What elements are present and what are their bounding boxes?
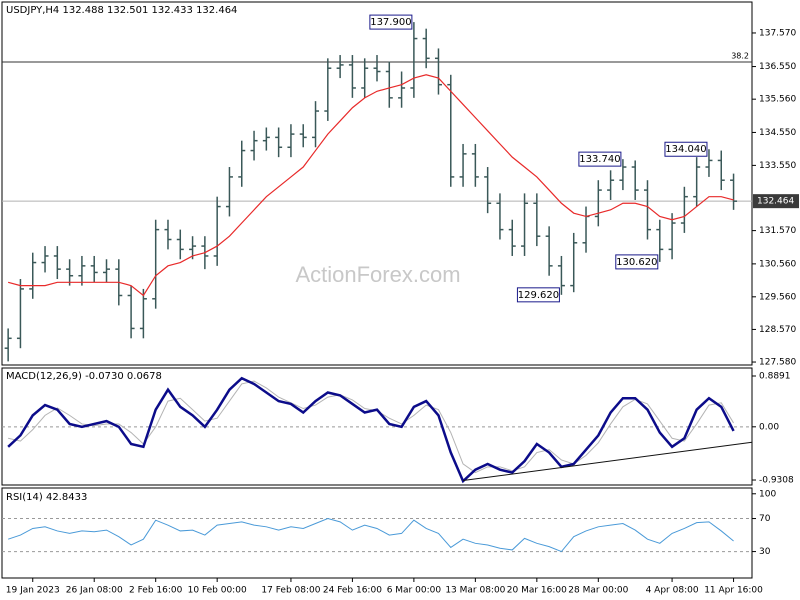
y-tick-label: 134.550 [759, 128, 796, 138]
last-price-label: 132.464 [757, 197, 794, 207]
y-tick-label: 127.580 [759, 358, 796, 368]
y-tick-label: 30 [759, 547, 771, 557]
watermark: ActionForex.com [295, 262, 460, 287]
series-line [8, 380, 734, 474]
x-tick-label: 17 Feb 08:00 [261, 586, 320, 596]
x-tick-label: 4 Apr 08:00 [646, 586, 699, 596]
y-tick-label: 130.560 [759, 259, 796, 269]
annotation-label: 137.900 [370, 17, 411, 28]
y-tick-label: 70 [759, 514, 771, 524]
x-tick-label: 6 Mar 00:00 [387, 586, 442, 596]
annotation-label: 129.620 [518, 290, 559, 301]
x-tick-label: 20 Mar 16:00 [507, 586, 567, 596]
annotation-box [615, 254, 659, 270]
x-tick-label: 26 Jan 08:00 [66, 586, 123, 596]
series-line [7, 518, 734, 553]
fib-label: 38.2 [731, 51, 749, 60]
y-tick-label: 131.570 [759, 226, 796, 236]
y-tick-label: 133.550 [759, 161, 796, 171]
rsi-title: RSI(14) 42.8433 [6, 492, 87, 503]
y-tick-label: 129.560 [759, 292, 796, 302]
x-tick-label: 19 Jan 2023 [6, 586, 60, 596]
rsi-panel [1, 487, 753, 579]
price-panel [1, 1, 753, 366]
macd-title: MACD(12,26,9) -0.0730 0.0678 [6, 371, 162, 382]
y-tick-label: 0.8891 [759, 371, 791, 381]
annotation-box [516, 287, 560, 303]
annotation-box [578, 151, 622, 167]
trendline [463, 441, 753, 482]
x-tick-label: 28 Mar 00:00 [568, 586, 628, 596]
y-tick-label: 128.570 [759, 325, 796, 335]
price-title: USDJPY,H4 132.488 132.501 132.433 132.46… [6, 5, 237, 16]
moving-average [7, 74, 734, 297]
y-tick-label: 135.560 [759, 95, 796, 105]
annotation-label: 133.740 [579, 154, 620, 165]
x-tick-label: 11 Apr 16:00 [704, 586, 763, 596]
annotation-label: 130.620 [616, 257, 657, 268]
annotation-box [664, 141, 708, 157]
last-price-box [753, 194, 799, 209]
x-tick-label: 2 Feb 16:00 [129, 586, 183, 596]
annotation-label: 134.040 [665, 144, 706, 155]
y-tick-label: 0.00 [759, 422, 779, 432]
series-line [7, 376, 735, 484]
x-tick-label: 13 Mar 08:00 [445, 586, 505, 596]
y-tick-label: 136.550 [759, 62, 796, 72]
y-tick-label: -0.9308 [759, 476, 794, 486]
y-tick-label: 100 [759, 489, 776, 499]
x-tick-label: 24 Feb 16:00 [323, 586, 382, 596]
y-tick-label: 137.570 [759, 28, 796, 38]
annotation-box [369, 14, 413, 30]
x-tick-label: 10 Feb 00:00 [188, 586, 247, 596]
